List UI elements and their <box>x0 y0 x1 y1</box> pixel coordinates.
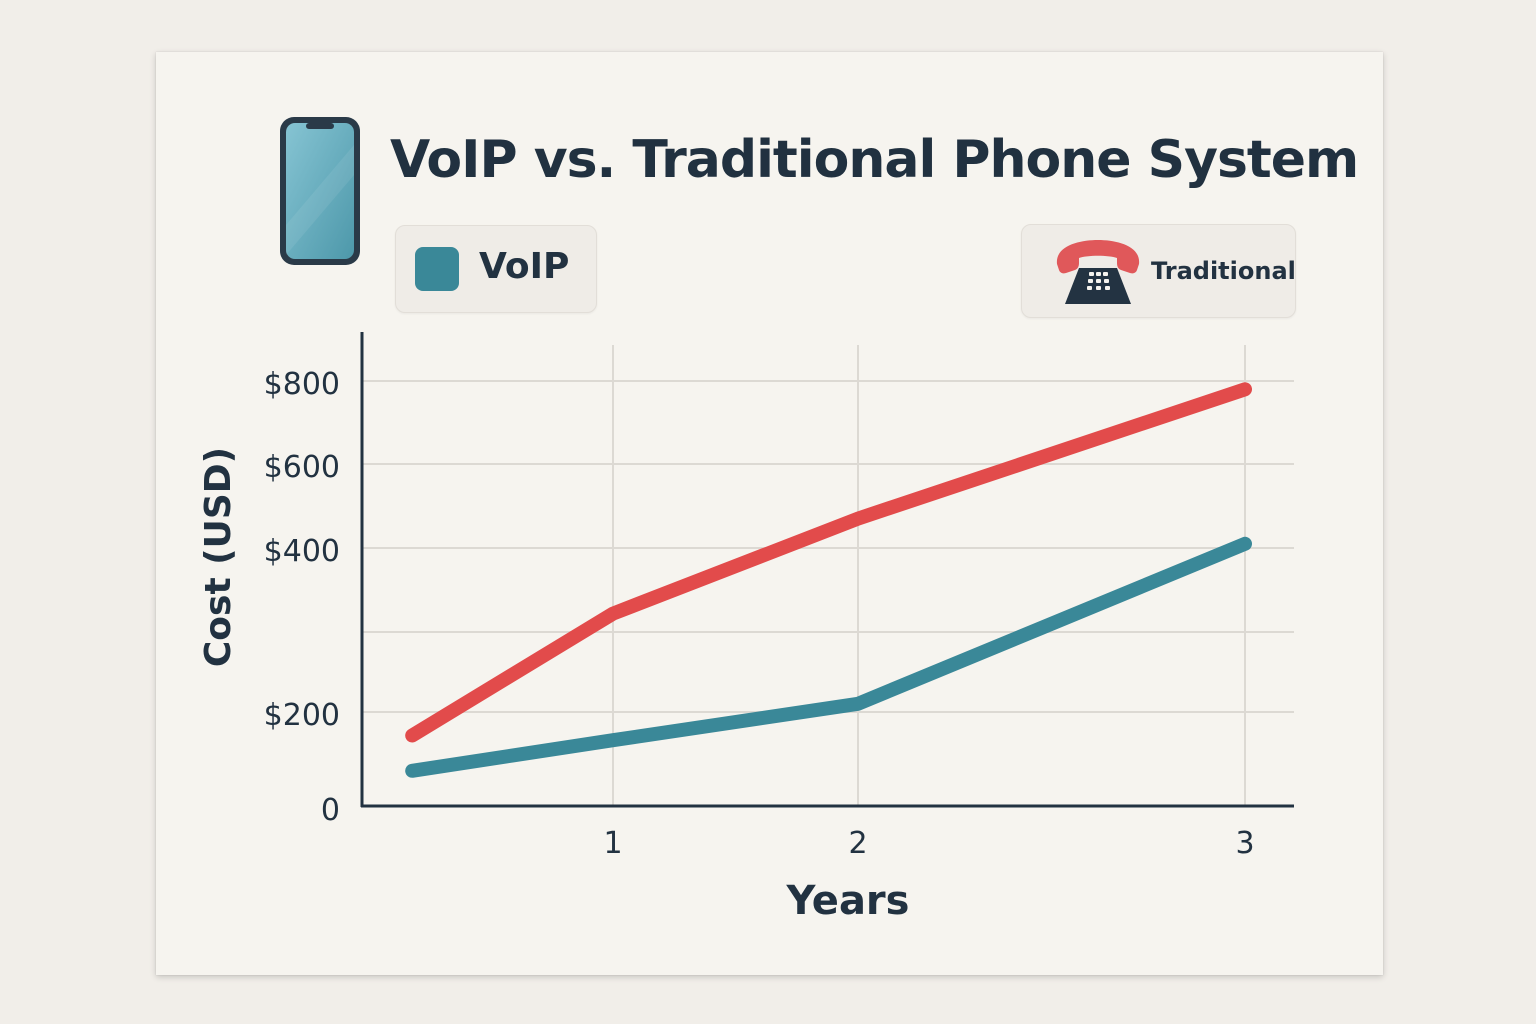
y-tick-label: $800 <box>264 367 340 402</box>
smartphone-icon <box>280 117 360 265</box>
x-tick-label: 1 <box>603 826 622 861</box>
x-axis-label: Years <box>786 878 910 924</box>
series-layer <box>405 382 1252 778</box>
y-tick-label: $400 <box>264 534 340 569</box>
x-tick-label: 2 <box>848 826 867 861</box>
y-tick-label: $600 <box>264 450 340 485</box>
legend-traditional: Traditional <box>1021 224 1296 318</box>
axes <box>360 332 1294 808</box>
y-axis-label: Cost (USD) <box>198 447 239 667</box>
x-tick-label: 3 <box>1235 826 1254 861</box>
y-tick-label: 0 <box>321 793 340 828</box>
legend-voip: VoIP <box>395 225 597 313</box>
series-line-traditional <box>405 382 1252 743</box>
chart-title: VoIP vs. Traditional Phone System <box>390 130 1359 190</box>
series-line-voip <box>405 536 1252 778</box>
telephone-icon <box>1056 240 1140 304</box>
legend-voip-label: VoIP <box>479 246 570 287</box>
tick-labels: 0 $200 $400 $600 $800 1 2 3 <box>264 367 1255 861</box>
voip-swatch <box>415 247 459 291</box>
y-tick-label: $200 <box>264 698 340 733</box>
legend-traditional-label: Traditional <box>1151 257 1296 285</box>
